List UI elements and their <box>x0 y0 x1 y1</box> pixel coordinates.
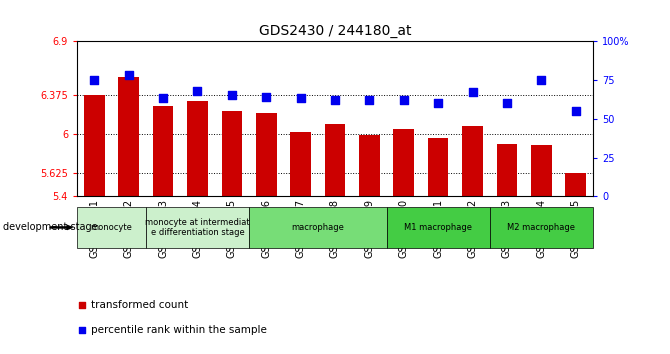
Bar <box>496 143 517 196</box>
Point <box>570 108 581 114</box>
Bar <box>565 173 586 196</box>
Point <box>89 77 100 82</box>
Bar <box>462 126 483 196</box>
Point <box>226 92 237 98</box>
Bar <box>153 106 174 196</box>
Bar <box>325 124 345 196</box>
Text: development stage: development stage <box>3 222 98 233</box>
Point <box>261 94 271 99</box>
Point <box>330 97 340 103</box>
Text: percentile rank within the sample: percentile rank within the sample <box>91 325 267 335</box>
Point <box>502 100 513 106</box>
Point <box>399 97 409 103</box>
Bar <box>290 132 311 196</box>
Point <box>269 0 279 2</box>
Text: monocyte: monocyte <box>90 223 133 232</box>
Bar <box>222 111 242 196</box>
Point <box>364 97 375 103</box>
Bar <box>77 207 146 248</box>
Text: transformed count: transformed count <box>91 300 188 310</box>
Bar <box>359 135 380 196</box>
Point <box>536 77 547 82</box>
Bar <box>84 95 105 196</box>
Text: macrophage: macrophage <box>291 223 344 232</box>
Point <box>123 72 134 78</box>
Bar <box>387 207 490 248</box>
Point <box>157 96 168 101</box>
Text: monocyte at intermediat
e differentiation stage: monocyte at intermediat e differentiatio… <box>145 218 250 237</box>
Bar <box>256 113 277 196</box>
Point <box>433 100 444 106</box>
Point <box>192 88 203 93</box>
Text: M1 macrophage: M1 macrophage <box>404 223 472 232</box>
Bar <box>146 207 249 248</box>
Point <box>295 96 306 101</box>
Bar <box>393 129 414 196</box>
Point <box>269 222 279 228</box>
Bar <box>187 101 208 196</box>
Point <box>467 89 478 95</box>
Text: M2 macrophage: M2 macrophage <box>507 223 576 232</box>
Bar <box>428 138 448 196</box>
Bar <box>490 207 593 248</box>
Bar <box>249 207 387 248</box>
Title: GDS2430 / 244180_at: GDS2430 / 244180_at <box>259 24 411 38</box>
Bar <box>531 144 551 196</box>
Bar <box>119 77 139 196</box>
